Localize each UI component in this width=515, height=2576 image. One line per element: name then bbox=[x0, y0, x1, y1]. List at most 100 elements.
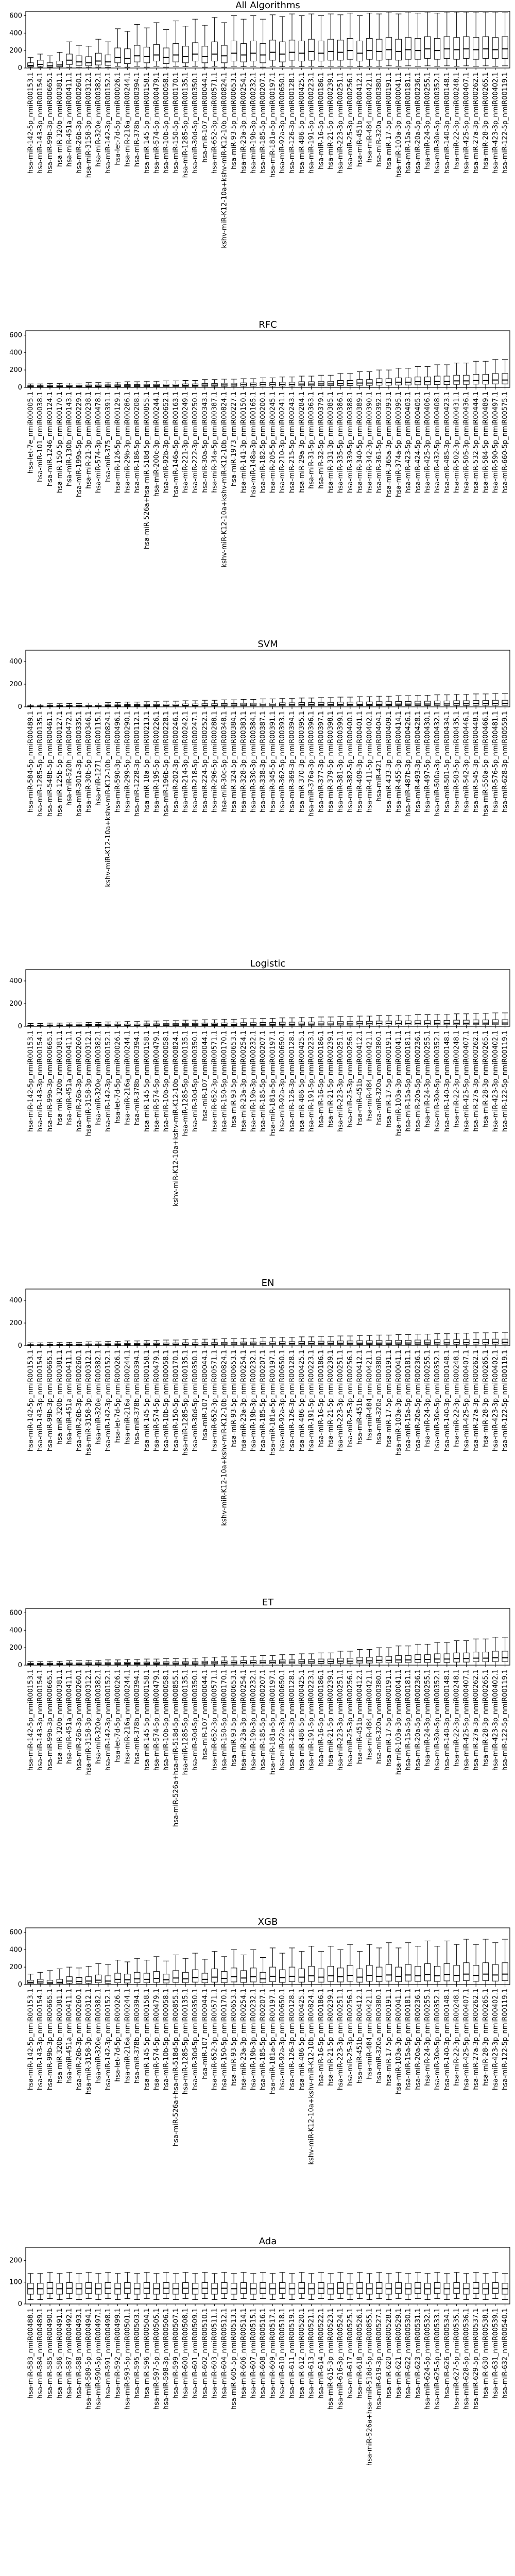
box-42 bbox=[424, 1940, 431, 1985]
panel-title: ET bbox=[262, 1597, 274, 1608]
x-tick-label: hsa-miR-628-3p_nmiR00559.1 bbox=[502, 711, 509, 812]
iqr-box bbox=[163, 1974, 169, 1984]
x-tick-label: hsa-miR-589-5p_nmiR00494.1 bbox=[85, 2308, 93, 2410]
panel-title: EN bbox=[262, 1278, 274, 1289]
x-tick-label: hsa-miR-574-5p_nmiR00479.1 bbox=[153, 1030, 161, 1132]
x-tick-label: hsa-miR-3158-3p_nmiR00312.1 bbox=[85, 1350, 93, 1455]
iqr-box bbox=[240, 1970, 247, 1983]
iqr-box bbox=[124, 48, 131, 64]
x-tick-label: hsa-miR-451a_nmiR00411.1 bbox=[66, 1989, 74, 2083]
x-tick-label: hsa-miR-421_nmiR00404.1 bbox=[375, 711, 383, 802]
x-tick-label: hsa-miR-30b-5p_nmiR00346.1 bbox=[85, 711, 93, 812]
x-tick-label: hsa-miR-342-3p_nmiR00390.1 bbox=[366, 392, 373, 493]
x-tick-label: hsa-miR-451a_nmiR00411.1 bbox=[66, 1030, 74, 1125]
box-10 bbox=[114, 2273, 121, 2300]
box-25 bbox=[260, 1957, 266, 1985]
box-17 bbox=[182, 1339, 189, 1346]
iqr-box bbox=[192, 1969, 199, 1982]
x-tick-label: hsa-miR-23a-3p_nmiR00254.1 bbox=[240, 1669, 248, 1771]
box-42 bbox=[424, 2273, 431, 2300]
box-49 bbox=[492, 1637, 499, 1666]
box-14 bbox=[153, 1021, 160, 1027]
iqr-box bbox=[492, 1019, 499, 1025]
box-26 bbox=[269, 1018, 276, 1027]
x-tick-label: hsa-miR-223-3p_nmiR00251.1 bbox=[337, 72, 345, 174]
box-31 bbox=[318, 15, 324, 67]
x-tick-label: hsa-miR-630_nmiR00538.1 bbox=[482, 2308, 490, 2399]
box-30 bbox=[308, 1946, 315, 1985]
x-tick-label: hsa-miR-378b_nmiR00394.1 bbox=[133, 72, 141, 167]
x-tick-label: hsa-miR-142-3p_nmiR00152.1 bbox=[105, 1030, 112, 1132]
box-50 bbox=[502, 1332, 508, 1346]
box-19 bbox=[201, 1959, 208, 1985]
x-tick-label: hsa-miR-631_nmiR00539.1 bbox=[492, 2308, 500, 2399]
iqr-box bbox=[134, 1972, 141, 1983]
box-9 bbox=[105, 1341, 111, 1346]
box-1 bbox=[27, 704, 34, 707]
iqr-box bbox=[395, 701, 402, 706]
box-8 bbox=[95, 703, 102, 707]
x-tick-label: hsa-miR-22-3p_nmiR00248.1 bbox=[453, 1669, 461, 1767]
iqr-box bbox=[318, 702, 324, 706]
x-tick-label: hsa-miR-27a-3p_nmiR00262.1 bbox=[472, 72, 480, 174]
iqr-box bbox=[134, 45, 141, 62]
x-tick-label: hsa-miR-19b-3p_nmiR00232.1 bbox=[250, 1030, 258, 1132]
box-15 bbox=[163, 2272, 169, 2299]
iqr-box bbox=[492, 37, 499, 59]
x-tick-label: hsa-miR-92a-3p_nmiR00650.1 bbox=[279, 1030, 286, 1132]
box-25 bbox=[260, 1018, 266, 1027]
x-tick-label: hsa-miR-320b_nmiR00381.1 bbox=[56, 1669, 64, 1764]
x-tick-label: hsa-miR-576-5p_nmiR00481.1 bbox=[492, 711, 500, 812]
x-tick-label: hsa-miR-200c-3p_nmiR00244.1 bbox=[153, 392, 161, 497]
x-tick-label: hsa-miR-19b-3p_nmiR00232.1 bbox=[250, 1350, 258, 1451]
x-tick-label: hsa-miR-584_nmiR00489.1 bbox=[37, 2308, 44, 2399]
iqr-box bbox=[482, 1020, 489, 1025]
y-tick-label: 200 bbox=[9, 2257, 22, 2264]
x-tick-label: hsa-miR-142-3p_nmiR00152.1 bbox=[105, 1989, 112, 2090]
iqr-box bbox=[473, 1965, 479, 1982]
x-tick-label: kshv-miR-K12-10a+kshv-miR-K12-10b_nmiR00… bbox=[220, 72, 228, 248]
x-tick-label: hsa-miR-30e-5p_nmiR00352.1 bbox=[434, 1030, 441, 1132]
x-tick-label: hsa-let-7d-5p_nmiR00026.1 bbox=[114, 1669, 122, 1762]
x-tick-label: hsa-miR-142-5p_nmiR00153.1 bbox=[27, 1030, 35, 1132]
box-4 bbox=[56, 1342, 63, 1346]
box-41 bbox=[415, 2272, 421, 2299]
x-tick-label: hsa-miR-107_nmiR00044.1 bbox=[201, 1030, 209, 1121]
x-tick-label: hsa-miR-593-5p_nmiR00501.1 bbox=[124, 2308, 131, 2410]
x-tick-label: hsa-miR-486-5p_nmiR00425.1 bbox=[298, 1350, 306, 1451]
iqr-box bbox=[385, 37, 392, 60]
box-8 bbox=[95, 1660, 102, 1666]
x-tick-label: hsa-miR-433-3p_nmiR00409.1 bbox=[385, 711, 393, 812]
box-45 bbox=[453, 2272, 460, 2299]
x-tick-label: hsa-miR-10b-5p_nmiR00058.1 bbox=[163, 1030, 170, 1132]
iqr-box bbox=[415, 1340, 421, 1345]
x-tick-label: hsa-miR-143-3p_nmiR00154.1 bbox=[37, 1989, 44, 2090]
x-tick-label: hsa-miR-652-3p_nmiR00571.1 bbox=[211, 1989, 219, 2090]
box-27 bbox=[279, 1337, 286, 1346]
x-tick-label: hsa-miR-619-3p_nmiR00527.1 bbox=[375, 2308, 383, 2410]
iqr-box bbox=[415, 1020, 421, 1025]
x-tick-label: hsa-miR-20a-5p_nmiR00236.1 bbox=[414, 1350, 422, 1451]
iqr-box bbox=[37, 60, 44, 67]
x-tick-label: hsa-miR-24-3p_nmiR00255.1 bbox=[424, 1669, 432, 1767]
box-34 bbox=[347, 1651, 353, 1666]
x-tick-label: hsa-miR-221-3p_nmiR00249.1 bbox=[182, 392, 190, 493]
iqr-box bbox=[376, 1340, 383, 1345]
iqr-box bbox=[260, 43, 266, 63]
x-tick-label: hsa-miR-145-5p_nmiR00158.1 bbox=[143, 1350, 151, 1451]
box-40 bbox=[405, 12, 411, 66]
box-20 bbox=[211, 379, 218, 388]
iqr-box bbox=[173, 1970, 179, 1983]
box-39 bbox=[395, 368, 402, 388]
box-7 bbox=[85, 703, 92, 707]
x-tick-label: kshv-miR-K12-10a+kshv-miR-K12-10b_nmiR00… bbox=[308, 1989, 316, 2165]
x-tick-label: hsa-miR-103a-3p_nmiR00041.1 bbox=[395, 1350, 403, 1455]
x-tick-label: hsa-miR-22-3p_nmiR00248.1 bbox=[453, 1989, 461, 2086]
x-tick-label: hsa-miR-365a-3p_nmiR00393.1 bbox=[385, 392, 393, 497]
iqr-box bbox=[463, 1652, 470, 1663]
x-tick-label: hsa-miR-330-3p_nmiR00384.1 bbox=[250, 711, 258, 812]
x-tick-label: hsa-miR-126-3p_nmiR00128.1 bbox=[288, 72, 296, 174]
box-22 bbox=[231, 15, 237, 67]
box-21 bbox=[221, 1019, 228, 1027]
box-46 bbox=[463, 1939, 470, 1985]
